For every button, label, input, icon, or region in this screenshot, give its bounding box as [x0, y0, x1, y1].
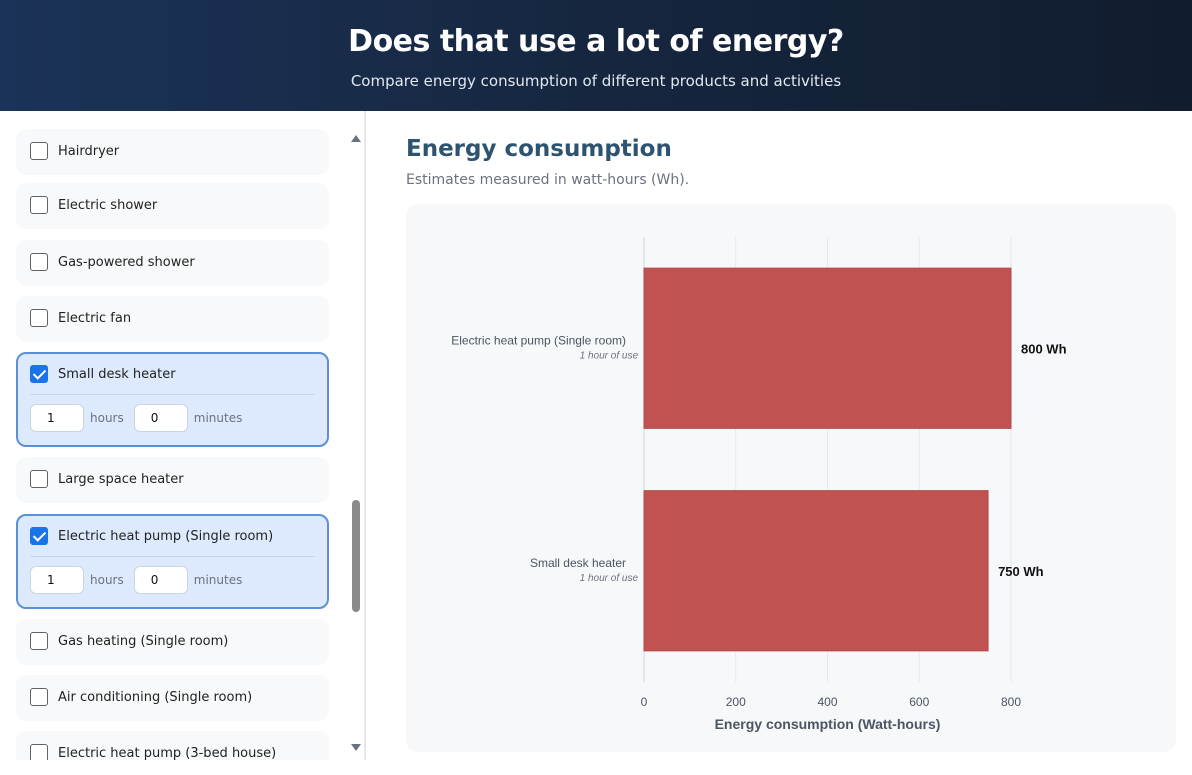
list-item[interactable]: Gas-powered shower — [16, 240, 329, 286]
checkbox[interactable] — [30, 196, 48, 214]
list-item[interactable]: Gas heating (Single room) — [16, 619, 329, 665]
item-label: Air conditioning (Single room) — [58, 689, 253, 705]
checkbox[interactable] — [30, 688, 48, 706]
hours-input[interactable] — [30, 404, 84, 432]
item-label: Electric fan — [58, 310, 132, 326]
minutes-label: minutes — [193, 573, 243, 587]
bar-value-label: 750 Wh — [998, 564, 1044, 579]
chart-card: 800 Wh Electric heat pump (Single room) 1 … — [406, 204, 1176, 752]
scroll-up-arrow-icon[interactable] — [351, 135, 361, 142]
divider — [30, 556, 315, 557]
item-label: Gas-powered shower — [58, 254, 195, 270]
app-header: Does that use a lot of energy? Compare e… — [0, 0, 1192, 111]
list-item[interactable]: Electric shower — [16, 183, 329, 229]
x-tick-label: 200 — [726, 695, 746, 709]
x-tick-label: 800 — [1001, 695, 1021, 709]
chart-bar — [643, 490, 989, 652]
energy-bar-chart: 800 Wh Electric heat pump (Single room) 1 … — [451, 237, 1067, 732]
checkbox-checked[interactable] — [30, 527, 48, 545]
scroll-down-arrow-icon[interactable] — [351, 744, 361, 751]
minutes-label: minutes — [193, 411, 243, 425]
list-item[interactable]: Large space heater — [16, 457, 329, 503]
category-sublabel: 1 hour of use — [580, 350, 639, 361]
item-label: Electric heat pump (3-bed house) — [58, 745, 277, 761]
chart-section-title: Energy consumption — [406, 136, 672, 162]
hours-label: hours — [90, 411, 124, 425]
checkbox[interactable] — [30, 470, 48, 488]
hours-label: hours — [90, 573, 124, 587]
list-item[interactable]: Electric fan — [16, 296, 329, 342]
checkbox[interactable] — [30, 253, 48, 271]
hours-input[interactable] — [30, 566, 84, 594]
item-label: Gas heating (Single room) — [58, 633, 229, 649]
bar-value-label: 800 Wh — [1021, 341, 1067, 356]
x-tick-label: 600 — [909, 695, 929, 709]
checkbox-checked[interactable] — [30, 365, 48, 383]
chart-section-subtitle: Estimates measured in watt-hours (Wh). — [406, 172, 690, 188]
category-label: Electric heat pump (Single room) — [451, 333, 626, 347]
minutes-input[interactable] — [133, 404, 188, 432]
checkbox[interactable] — [30, 142, 48, 160]
page-subtitle: Compare energy consumption of different … — [350, 72, 842, 90]
list-item-selected[interactable]: Electric heat pump (Single room) hours m… — [16, 514, 329, 609]
minutes-input[interactable] — [133, 566, 188, 594]
item-label: Hairdryer — [58, 143, 120, 159]
page-bottom — [0, 760, 1192, 775]
page-title: Does that use a lot of energy? — [348, 24, 844, 59]
chart-bar — [643, 267, 1012, 429]
x-tick-label: 0 — [641, 695, 648, 709]
x-axis-title: Energy consumption (Watt-hours) — [715, 716, 941, 732]
list-item-selected[interactable]: Small desk heater hours minutes — [16, 352, 329, 447]
duration-controls: hours minutes — [30, 404, 252, 432]
item-label: Small desk heater — [58, 366, 176, 382]
scrollbar-thumb[interactable] — [352, 500, 360, 612]
item-label: Electric shower — [58, 197, 158, 213]
divider — [30, 394, 315, 395]
product-sidebar[interactable]: Hairdryer Electric shower Gas-powered sh… — [0, 111, 366, 775]
checkbox[interactable] — [30, 309, 48, 327]
duration-controls: hours minutes — [30, 566, 252, 594]
category-sublabel: 1 hour of use — [580, 573, 639, 584]
x-tick-label: 400 — [817, 695, 837, 709]
item-label: Large space heater — [58, 471, 184, 487]
checkbox[interactable] — [30, 632, 48, 650]
item-label: Electric heat pump (Single room) — [58, 528, 274, 544]
category-label: Small desk heater — [530, 556, 626, 570]
list-item[interactable]: Hairdryer — [16, 129, 329, 175]
list-item[interactable]: Air conditioning (Single room) — [16, 675, 329, 721]
